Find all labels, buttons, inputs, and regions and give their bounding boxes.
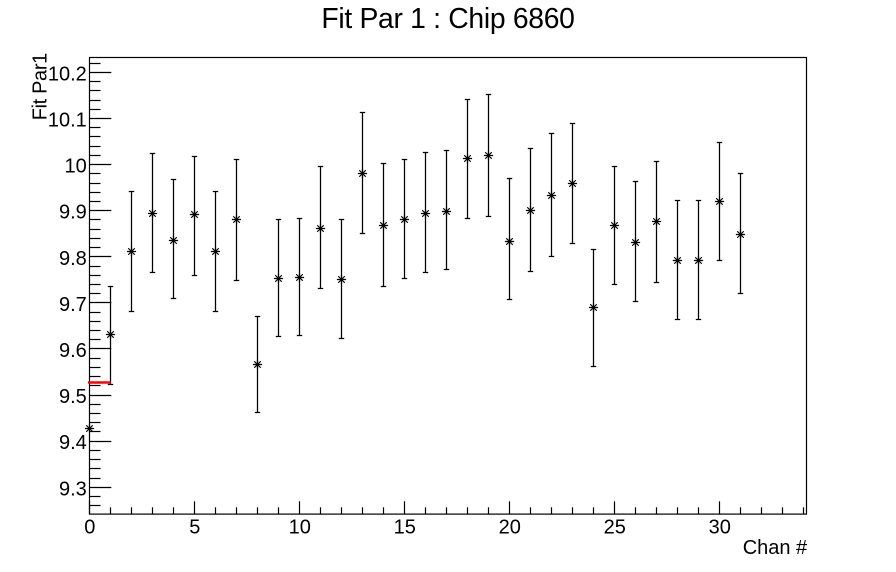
svg-text:25: 25 bbox=[604, 517, 626, 539]
svg-text:10: 10 bbox=[289, 517, 311, 539]
svg-text:10.2: 10.2 bbox=[48, 63, 87, 85]
svg-text:9.7: 9.7 bbox=[59, 294, 87, 316]
svg-text:0: 0 bbox=[84, 517, 95, 539]
svg-text:9.9: 9.9 bbox=[59, 202, 87, 224]
svg-text:Fit Par1: Fit Par1 bbox=[30, 53, 52, 120]
svg-text:9.5: 9.5 bbox=[59, 386, 87, 408]
svg-text:5: 5 bbox=[189, 517, 200, 539]
svg-text:9.8: 9.8 bbox=[59, 248, 87, 270]
svg-text:Chan #: Chan # bbox=[743, 537, 808, 559]
svg-text:15: 15 bbox=[394, 517, 416, 539]
svg-text:20: 20 bbox=[499, 517, 521, 539]
svg-text:9.4: 9.4 bbox=[59, 432, 87, 454]
svg-text:9.6: 9.6 bbox=[59, 340, 87, 362]
svg-text:30: 30 bbox=[709, 517, 731, 539]
svg-text:Fit Par 1 : Chip 6860: Fit Par 1 : Chip 6860 bbox=[321, 2, 574, 34]
svg-text:10: 10 bbox=[65, 156, 87, 178]
svg-text:10.1: 10.1 bbox=[48, 110, 87, 132]
svg-text:9.3: 9.3 bbox=[59, 478, 87, 500]
